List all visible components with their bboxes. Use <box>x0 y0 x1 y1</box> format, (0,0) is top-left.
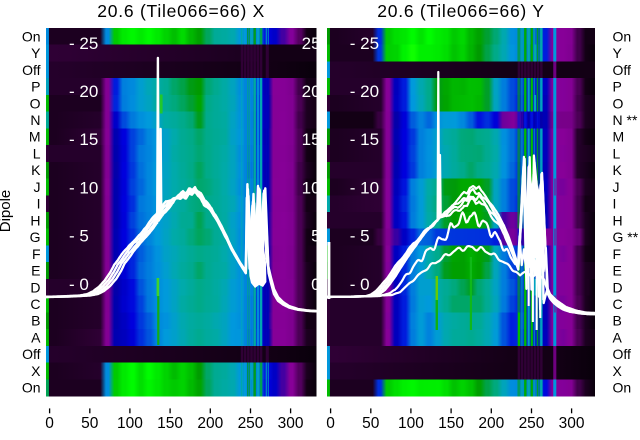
svg-text:- 10: - 10 <box>350 178 379 197</box>
svg-text:E: E <box>613 263 622 279</box>
svg-text:G **: G ** <box>613 229 639 245</box>
svg-text:A: A <box>31 330 41 346</box>
svg-text:Off: Off <box>613 346 632 362</box>
svg-text:F: F <box>613 246 622 262</box>
svg-text:B: B <box>31 313 40 329</box>
svg-text:Off: Off <box>22 62 41 78</box>
svg-text:G: G <box>30 229 41 245</box>
svg-text:On: On <box>22 380 41 396</box>
svg-text:20.6 (Tile066=66) X: 20.6 (Tile066=66) X <box>97 1 265 21</box>
svg-text:0: 0 <box>311 275 320 294</box>
svg-text:Off: Off <box>613 62 632 78</box>
svg-text:D: D <box>613 279 623 295</box>
svg-text:E: E <box>31 263 40 279</box>
svg-text:0: 0 <box>45 415 54 432</box>
svg-text:5: 5 <box>311 227 320 246</box>
svg-text:N **: N ** <box>613 112 638 128</box>
svg-text:M: M <box>613 129 625 145</box>
svg-text:X: X <box>31 363 41 379</box>
svg-text:J: J <box>613 179 620 195</box>
svg-text:- 5: - 5 <box>69 227 89 246</box>
svg-text:Dipole: Dipole <box>0 190 14 233</box>
svg-text:A: A <box>613 330 623 346</box>
svg-text:L: L <box>33 146 41 162</box>
svg-text:K: K <box>31 162 41 178</box>
svg-text:Y: Y <box>31 45 41 61</box>
svg-text:J: J <box>34 179 41 195</box>
svg-text:O: O <box>30 95 41 111</box>
svg-text:- 10: - 10 <box>69 178 98 197</box>
svg-text:100: 100 <box>398 415 424 432</box>
svg-text:K: K <box>613 162 623 178</box>
svg-text:On: On <box>613 28 632 44</box>
svg-text:C: C <box>613 296 623 312</box>
svg-text:- 15: - 15 <box>69 130 98 149</box>
svg-text:L: L <box>613 146 621 162</box>
svg-text:- 25: - 25 <box>69 34 98 53</box>
svg-text:I: I <box>37 196 41 212</box>
svg-text:X: X <box>613 363 623 379</box>
svg-text:Y: Y <box>613 45 623 61</box>
svg-text:- 0: - 0 <box>350 275 370 294</box>
svg-text:C: C <box>30 296 40 312</box>
svg-text:50: 50 <box>362 415 380 432</box>
svg-text:On: On <box>613 380 632 396</box>
svg-text:- 20: - 20 <box>350 82 379 101</box>
svg-text:D: D <box>30 279 40 295</box>
svg-text:20.6 (Tile066=66) Y: 20.6 (Tile066=66) Y <box>377 1 544 21</box>
svg-text:300: 300 <box>559 415 585 432</box>
svg-text:15: 15 <box>302 130 321 149</box>
svg-text:250: 250 <box>238 415 264 432</box>
svg-text:- 25: - 25 <box>350 34 379 53</box>
svg-text:250: 250 <box>519 415 545 432</box>
svg-text:150: 150 <box>438 415 464 432</box>
svg-text:O: O <box>613 95 624 111</box>
svg-text:P: P <box>613 79 622 95</box>
svg-text:M: M <box>29 129 41 145</box>
svg-text:0: 0 <box>326 415 335 432</box>
svg-text:20: 20 <box>302 82 321 101</box>
svg-text:H: H <box>613 212 623 228</box>
svg-text:P: P <box>31 79 40 95</box>
svg-text:Off: Off <box>22 346 41 362</box>
svg-text:On: On <box>22 28 41 44</box>
svg-text:- 20: - 20 <box>69 82 98 101</box>
svg-text:- 0: - 0 <box>69 275 89 294</box>
svg-text:100: 100 <box>117 415 143 432</box>
svg-text:I: I <box>613 196 617 212</box>
svg-text:B: B <box>613 313 622 329</box>
svg-text:- 5: - 5 <box>350 227 370 246</box>
svg-text:N: N <box>30 112 40 128</box>
svg-text:300: 300 <box>278 415 304 432</box>
svg-text:200: 200 <box>197 415 223 432</box>
svg-text:25: 25 <box>302 34 321 53</box>
svg-text:10: 10 <box>302 178 321 197</box>
svg-text:H: H <box>30 212 40 228</box>
svg-text:50: 50 <box>81 415 99 432</box>
svg-text:150: 150 <box>157 415 183 432</box>
svg-text:- 15: - 15 <box>350 130 379 149</box>
svg-text:F: F <box>32 246 41 262</box>
svg-text:200: 200 <box>478 415 504 432</box>
